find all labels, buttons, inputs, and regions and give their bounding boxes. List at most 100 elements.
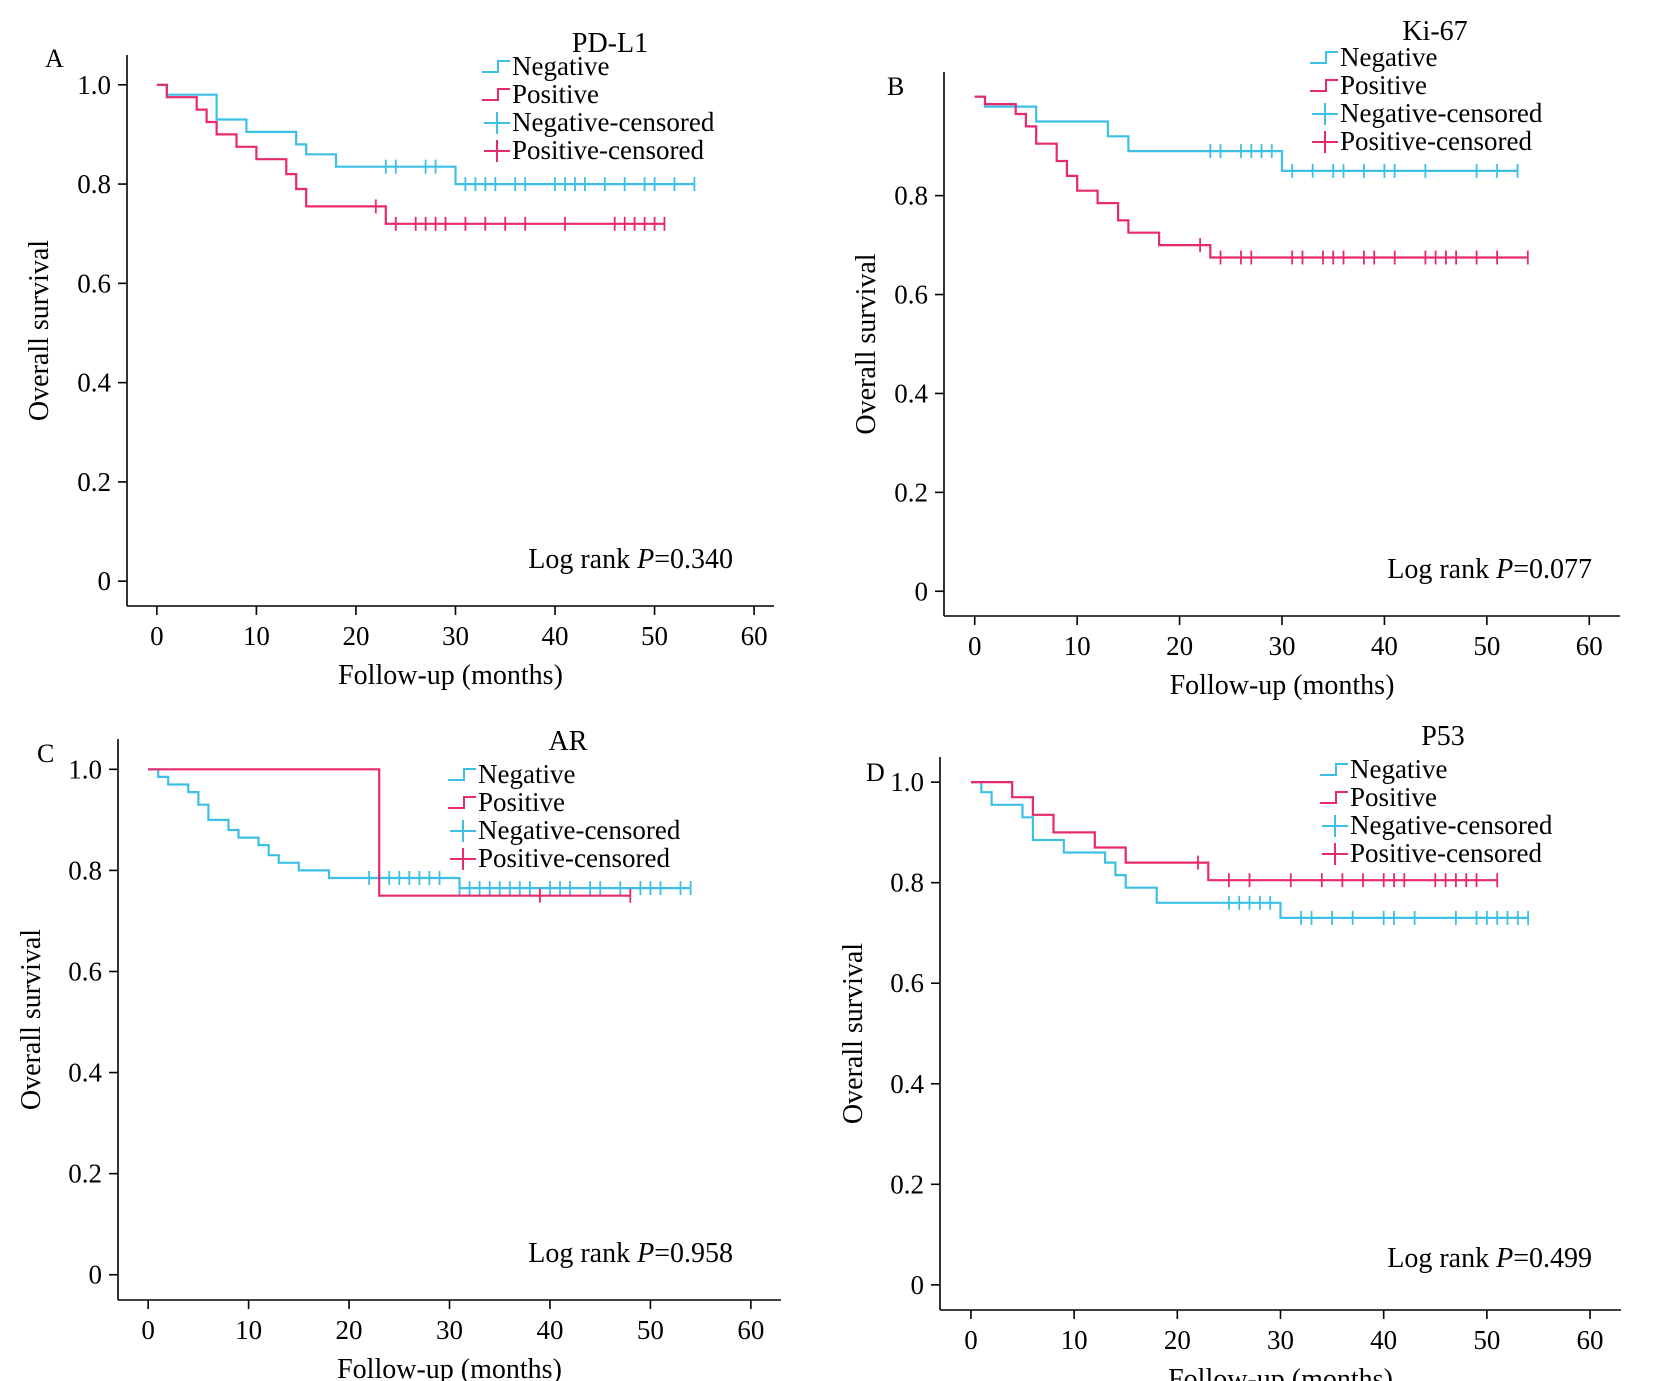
log-rank-prefix: Log rank bbox=[1387, 1243, 1496, 1274]
log-rank-annotation: Log rank P=0.958 bbox=[528, 1238, 733, 1269]
panel-letter: D bbox=[866, 758, 885, 787]
y-tick-label: 0.6 bbox=[890, 968, 924, 998]
legend-swatch bbox=[450, 820, 476, 842]
legend-swatch bbox=[448, 768, 476, 781]
legend-swatch bbox=[450, 848, 476, 870]
x-tick-label: 10 bbox=[1064, 631, 1091, 661]
x-tick-label: 60 bbox=[1576, 631, 1603, 661]
y-tick-label: 0.4 bbox=[68, 1058, 102, 1088]
y-axis-title: Overall survival bbox=[851, 253, 882, 434]
legend-label: Positive-censored bbox=[1340, 126, 1532, 156]
x-tick-label: 20 bbox=[1166, 631, 1193, 661]
y-tick-label: 0.2 bbox=[894, 477, 928, 507]
x-tick-label: 0 bbox=[150, 621, 164, 651]
log-rank-annotation: Log rank P=0.340 bbox=[528, 544, 733, 575]
x-axis-title: Follow-up (months) bbox=[1168, 1364, 1393, 1381]
x-tick-label: 0 bbox=[968, 631, 982, 661]
p-value: =0.958 bbox=[654, 1238, 733, 1269]
x-tick-label: 60 bbox=[741, 621, 768, 651]
legend-swatch bbox=[482, 60, 510, 73]
p-value: =0.499 bbox=[1513, 1243, 1592, 1274]
x-tick-label: 20 bbox=[342, 621, 369, 651]
curve-negative bbox=[148, 768, 691, 890]
x-tick-label: 40 bbox=[1370, 1325, 1397, 1355]
x-tick-label: 30 bbox=[436, 1315, 463, 1345]
legend-label: Positive bbox=[478, 787, 565, 817]
x-tick-label: 20 bbox=[336, 1315, 363, 1345]
y-tick-label: 0.6 bbox=[77, 268, 111, 298]
y-tick-label: 0.4 bbox=[890, 1069, 924, 1099]
legend-label: Positive bbox=[1350, 782, 1437, 812]
panel-d: 0 0.2 0.4 0.6 0.8 1.0 0 10 20 30 40 50 60 Follow-up (… bbox=[838, 721, 1621, 1381]
legend-swatch bbox=[448, 796, 476, 809]
legend-label: Positive-censored bbox=[1350, 838, 1542, 868]
panel-b: 0 0.2 0.4 0.6 0.8 0 10 20 30 40 50 60 Follow-up (mon… bbox=[851, 16, 1620, 701]
legend-label: Positive bbox=[1340, 70, 1427, 100]
y-axis-title: Overall survival bbox=[16, 929, 47, 1110]
y-tick-label: 1.0 bbox=[68, 754, 102, 784]
y-tick-label: 0.2 bbox=[77, 467, 111, 497]
y-tick-label: 0.8 bbox=[894, 181, 928, 211]
log-rank-annotation: Log rank P=0.499 bbox=[1387, 1243, 1592, 1274]
x-tick-label: 40 bbox=[536, 1315, 563, 1345]
log-rank-prefix: Log rank bbox=[528, 544, 637, 575]
legend: NegativePositiveNegative-censoredPositiv… bbox=[482, 51, 715, 165]
y-axis-title: Overall survival bbox=[838, 943, 869, 1124]
x-tick-label: 30 bbox=[442, 621, 469, 651]
curve-negative bbox=[971, 781, 1529, 919]
x-tick-label: 60 bbox=[737, 1315, 764, 1345]
legend-swatch bbox=[1320, 763, 1348, 776]
y-tick-label: 1.0 bbox=[890, 767, 924, 797]
legend-label: Positive bbox=[512, 79, 599, 109]
x-tick-label: 10 bbox=[235, 1315, 262, 1345]
p-symbol: P bbox=[1495, 1243, 1513, 1274]
panel-letter: A bbox=[45, 44, 64, 73]
x-tick-label: 10 bbox=[243, 621, 270, 651]
curve-positive bbox=[974, 95, 1528, 259]
legend-label: Negative bbox=[1350, 754, 1447, 784]
curve-positive bbox=[971, 781, 1498, 882]
log-rank-prefix: Log rank bbox=[528, 1238, 637, 1269]
x-axis-title: Follow-up (months) bbox=[1170, 670, 1395, 701]
y-tick-label: 0 bbox=[915, 576, 929, 606]
log-rank-annotation: Log rank P=0.077 bbox=[1387, 554, 1592, 585]
x-tick-label: 0 bbox=[964, 1325, 978, 1355]
x-tick-label: 10 bbox=[1061, 1325, 1088, 1355]
legend-label: Negative-censored bbox=[478, 815, 681, 845]
panel-a: 0 0.2 0.4 0.6 0.8 1.0 0 10 20 30 40 50 60 Follow-up (… bbox=[24, 28, 774, 691]
legend-swatch bbox=[1320, 791, 1348, 804]
legend: NegativePositiveNegative-censoredPositiv… bbox=[448, 759, 681, 873]
legend: NegativePositiveNegative-censoredPositiv… bbox=[1310, 42, 1543, 156]
x-tick-label: 50 bbox=[1473, 631, 1500, 661]
x-tick-label: 50 bbox=[641, 621, 668, 651]
y-tick-label: 0 bbox=[98, 566, 112, 596]
y-tick-label: 0.4 bbox=[894, 378, 928, 408]
y-tick-label: 0 bbox=[89, 1260, 103, 1290]
p-value: =0.077 bbox=[1513, 554, 1592, 585]
legend-label: Negative bbox=[512, 51, 609, 81]
legend-swatch bbox=[1322, 815, 1348, 837]
panel-title: Ki-67 bbox=[1402, 16, 1467, 47]
curve-positive bbox=[156, 83, 665, 225]
legend-swatch bbox=[482, 88, 510, 101]
legend-swatch bbox=[484, 112, 510, 134]
curve-positive bbox=[148, 768, 631, 897]
legend-swatch bbox=[1310, 79, 1338, 92]
y-tick-label: 0.8 bbox=[77, 169, 111, 199]
legend-label: Negative bbox=[1340, 42, 1437, 72]
legend-swatch bbox=[484, 140, 510, 162]
legend-label: Positive-censored bbox=[512, 135, 704, 165]
x-tick-label: 50 bbox=[1473, 1325, 1500, 1355]
y-tick-label: 0.6 bbox=[68, 956, 102, 986]
y-tick-label: 0.2 bbox=[68, 1159, 102, 1189]
panel-title: PD-L1 bbox=[572, 28, 648, 59]
p-value: =0.340 bbox=[654, 544, 733, 575]
p-symbol: P bbox=[636, 544, 654, 575]
x-axis-title: Follow-up (months) bbox=[337, 1354, 562, 1381]
legend-swatch bbox=[1312, 103, 1338, 125]
x-tick-label: 40 bbox=[1371, 631, 1398, 661]
x-tick-label: 30 bbox=[1269, 631, 1296, 661]
x-axis-title: Follow-up (months) bbox=[338, 660, 563, 691]
y-tick-label: 0.6 bbox=[894, 280, 928, 310]
x-tick-label: 20 bbox=[1164, 1325, 1191, 1355]
